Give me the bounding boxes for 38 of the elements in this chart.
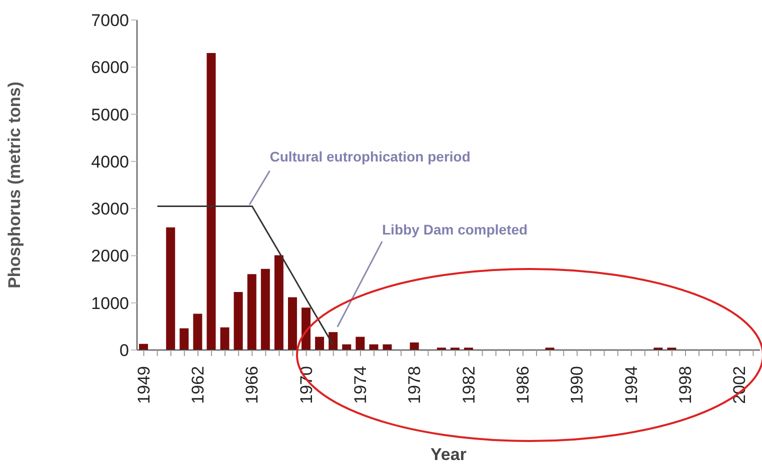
x-tick-label: 1994 bbox=[622, 366, 641, 404]
bar bbox=[206, 53, 216, 350]
y-axis-title: Phosphorus (metric tons) bbox=[5, 82, 24, 288]
x-axis-title: Year bbox=[430, 445, 467, 464]
x-tick-label: 1949 bbox=[134, 366, 154, 404]
bar bbox=[234, 292, 243, 350]
bar bbox=[288, 297, 297, 350]
x-tick-label: 1974 bbox=[350, 366, 370, 404]
bar bbox=[274, 255, 284, 350]
bar bbox=[166, 227, 176, 350]
x-tick-label: 1962 bbox=[188, 366, 208, 404]
x-tick-label: 1986 bbox=[513, 366, 532, 404]
annotation: Libby Dam completed bbox=[382, 222, 528, 238]
bar bbox=[139, 344, 148, 350]
bar bbox=[315, 336, 324, 350]
y-tick-label: 5000 bbox=[91, 105, 129, 124]
y-tick-label: 3000 bbox=[91, 200, 129, 219]
y-tick-label: 1000 bbox=[91, 294, 129, 313]
annotation: Cultural eutrophication period bbox=[270, 148, 470, 165]
bar bbox=[356, 336, 365, 350]
bar bbox=[180, 328, 189, 350]
y-tick-label: 2000 bbox=[91, 246, 129, 266]
y-tick-label: 0 bbox=[120, 341, 129, 360]
bar bbox=[260, 268, 270, 350]
x-tick-label: 1978 bbox=[405, 366, 424, 404]
bar bbox=[220, 327, 230, 350]
bar bbox=[247, 274, 256, 350]
bar bbox=[193, 314, 202, 350]
line-series bbox=[156, 205, 334, 346]
x-tick-label: 1982 bbox=[459, 366, 478, 404]
x-tick-label: 1998 bbox=[676, 366, 696, 404]
bar bbox=[410, 342, 419, 350]
x-tick-label: 1966 bbox=[242, 366, 262, 404]
x-tick-label: 1990 bbox=[568, 366, 587, 404]
y-tick-label: 4000 bbox=[91, 152, 129, 172]
y-tick-label: 6000 bbox=[91, 58, 129, 78]
y-tick-label: 7000 bbox=[91, 11, 129, 30]
bar bbox=[302, 308, 311, 350]
